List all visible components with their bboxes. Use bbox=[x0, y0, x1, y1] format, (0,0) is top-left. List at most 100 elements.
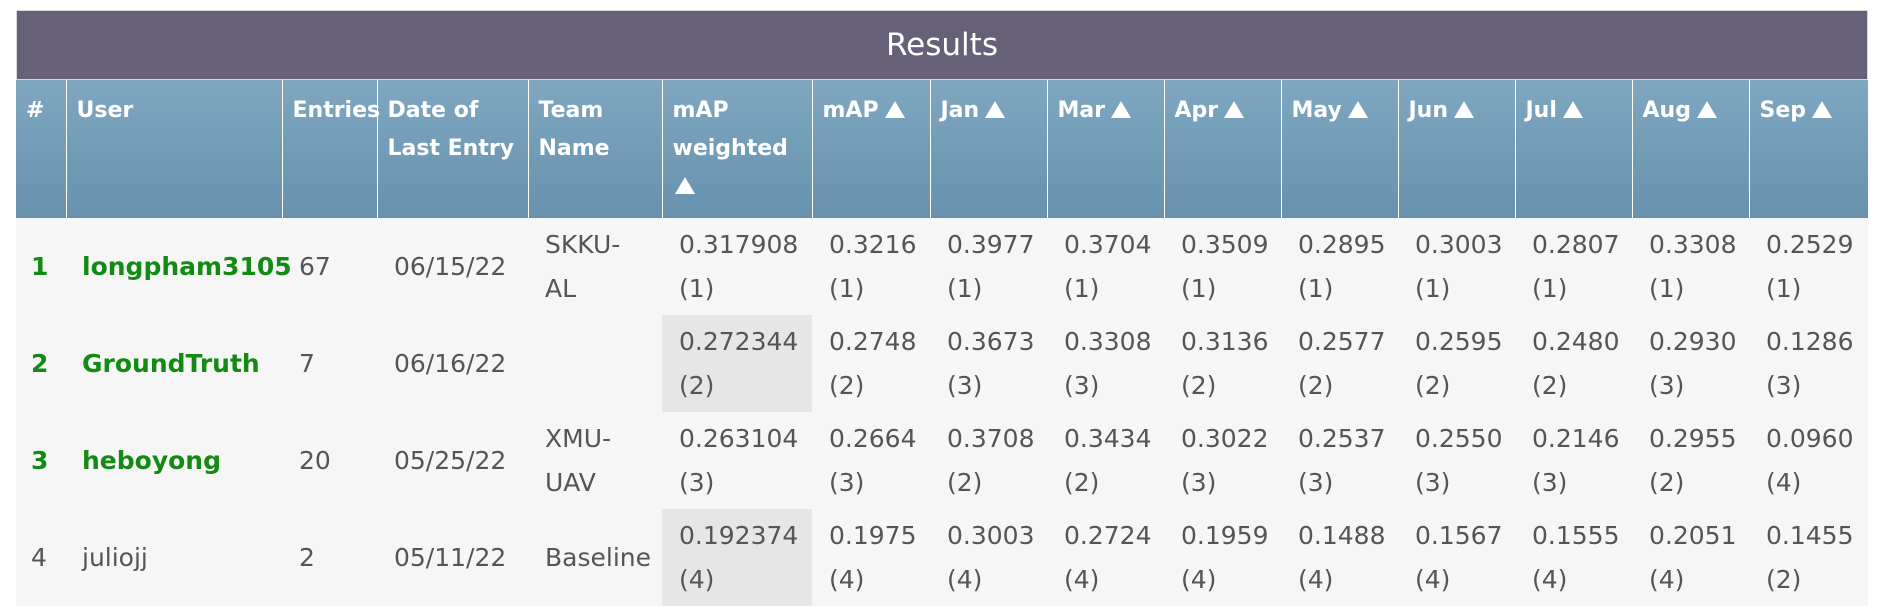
col-may[interactable]: May bbox=[1280, 80, 1398, 218]
col-jun[interactable]: Jun bbox=[1397, 80, 1515, 218]
score-value: 0.2595 bbox=[1415, 326, 1503, 356]
score-cell: 0.2955 (2) bbox=[1632, 412, 1749, 509]
score-cell: 0.1975 (4) bbox=[812, 509, 930, 606]
score-cell: 0.3673 (3) bbox=[930, 315, 1047, 412]
col-jul[interactable]: Jul bbox=[1514, 80, 1632, 218]
table-row: 2 GroundTruth 7 06/16/22 0.272344 (2) 0.2… bbox=[16, 315, 1868, 412]
score-value: 0.3708 bbox=[947, 423, 1035, 453]
score-value: 0.1975 bbox=[829, 520, 917, 550]
user-name: juliojj bbox=[66, 509, 282, 606]
sort-asc-icon[interactable] bbox=[1562, 101, 1583, 118]
score-rank: (3) bbox=[1181, 467, 1217, 497]
score-cell: 0.272344 (2) bbox=[662, 315, 812, 412]
table-row: 3 heboyong 20 05/25/22 XMU-UAV 0.263104 (… bbox=[16, 412, 1868, 509]
score-rank: (2) bbox=[829, 370, 865, 400]
score-cell: 0.3308 (3) bbox=[1047, 315, 1164, 412]
score-rank: (4) bbox=[1649, 564, 1685, 594]
score-value: 0.3136 bbox=[1181, 326, 1269, 356]
score-rank: (3) bbox=[1649, 370, 1685, 400]
score-cell: 0.1959 (4) bbox=[1164, 509, 1281, 606]
rank-cell: 1 bbox=[16, 218, 66, 315]
score-value: 0.2955 bbox=[1649, 423, 1737, 453]
col-aug[interactable]: Aug bbox=[1631, 80, 1749, 218]
score-value: 0.263104 bbox=[679, 423, 799, 453]
score-rank: (4) bbox=[1298, 564, 1334, 594]
score-cell: 0.2577 (2) bbox=[1281, 315, 1398, 412]
score-rank: (2) bbox=[1298, 370, 1334, 400]
score-cell: 0.2748 (2) bbox=[812, 315, 930, 412]
results-table: # User Entries Date of Last Entry Team N… bbox=[16, 80, 1868, 606]
score-cell: 0.2807 (1) bbox=[1515, 218, 1632, 315]
col-jan[interactable]: Jan bbox=[929, 80, 1047, 218]
entries-cell: 7 bbox=[282, 315, 377, 412]
rank-cell: 4 bbox=[16, 509, 66, 606]
score-cell: 0.3003 (1) bbox=[1398, 218, 1515, 315]
score-cell: 0.0960 (4) bbox=[1749, 412, 1868, 509]
score-value: 0.0960 bbox=[1766, 423, 1854, 453]
score-cell: 0.3216 (1) bbox=[812, 218, 930, 315]
sort-asc-icon[interactable] bbox=[1696, 101, 1717, 118]
score-cell: 0.1286 (3) bbox=[1749, 315, 1868, 412]
table-row: 4 juliojj 2 05/11/22 Baseline 0.192374 (4… bbox=[16, 509, 1868, 606]
score-cell: 0.263104 (3) bbox=[662, 412, 812, 509]
date-cell: 06/16/22 bbox=[377, 315, 528, 412]
score-cell: 0.3136 (2) bbox=[1164, 315, 1281, 412]
score-cell: 0.2529 (1) bbox=[1749, 218, 1868, 315]
score-value: 0.3216 bbox=[829, 229, 917, 259]
score-cell: 0.3308 (1) bbox=[1632, 218, 1749, 315]
results-title: Results bbox=[16, 10, 1868, 80]
score-cell: 0.2930 (3) bbox=[1632, 315, 1749, 412]
col-apr[interactable]: Apr bbox=[1163, 80, 1281, 218]
sort-asc-icon[interactable] bbox=[985, 101, 1006, 118]
score-value: 0.1567 bbox=[1415, 520, 1503, 550]
col-date: Date of Last Entry bbox=[376, 80, 528, 218]
team-cell: SKKU-AL bbox=[528, 218, 662, 315]
score-value: 0.2146 bbox=[1532, 423, 1620, 453]
col-map-weighted[interactable]: mAP weighted bbox=[661, 80, 812, 218]
score-value: 0.2930 bbox=[1649, 326, 1737, 356]
col-sep[interactable]: Sep bbox=[1748, 80, 1868, 218]
score-rank: (3) bbox=[1766, 370, 1802, 400]
col-user: User bbox=[65, 80, 282, 218]
col-map[interactable]: mAP bbox=[811, 80, 930, 218]
sort-asc-icon[interactable] bbox=[884, 101, 905, 118]
user-link[interactable]: GroundTruth bbox=[66, 315, 282, 412]
score-rank: (2) bbox=[1064, 467, 1100, 497]
sort-asc-icon[interactable] bbox=[674, 177, 695, 194]
score-rank: (3) bbox=[829, 467, 865, 497]
score-value: 0.192374 bbox=[679, 520, 799, 550]
score-value: 0.1555 bbox=[1532, 520, 1620, 550]
sort-asc-icon[interactable] bbox=[1347, 101, 1368, 118]
score-value: 0.2664 bbox=[829, 423, 917, 453]
score-value: 0.272344 bbox=[679, 326, 799, 356]
col-may-label: May bbox=[1291, 98, 1342, 123]
score-value: 0.2895 bbox=[1298, 229, 1386, 259]
score-rank: (1) bbox=[1415, 273, 1451, 303]
score-value: 0.3509 bbox=[1181, 229, 1269, 259]
col-mar[interactable]: Mar bbox=[1046, 80, 1164, 218]
score-rank: (1) bbox=[829, 273, 865, 303]
score-rank: (3) bbox=[1064, 370, 1100, 400]
team-cell bbox=[528, 315, 662, 412]
sort-asc-icon[interactable] bbox=[1224, 101, 1245, 118]
score-value: 0.1455 bbox=[1766, 520, 1854, 550]
score-rank: (2) bbox=[1766, 564, 1802, 594]
score-rank: (1) bbox=[1181, 273, 1217, 303]
score-rank: (4) bbox=[1064, 564, 1100, 594]
score-value: 0.2724 bbox=[1064, 520, 1152, 550]
score-rank: (2) bbox=[1181, 370, 1217, 400]
sort-asc-icon[interactable] bbox=[1454, 101, 1475, 118]
sort-asc-icon[interactable] bbox=[1111, 101, 1132, 118]
user-link[interactable]: heboyong bbox=[66, 412, 282, 509]
date-cell: 05/25/22 bbox=[377, 412, 528, 509]
score-rank: (2) bbox=[1649, 467, 1685, 497]
score-cell: 0.317908 (1) bbox=[662, 218, 812, 315]
user-link[interactable]: longpham3105 bbox=[66, 218, 292, 315]
score-rank: (1) bbox=[1298, 273, 1334, 303]
score-rank: (1) bbox=[1649, 273, 1685, 303]
date-cell: 05/11/22 bbox=[377, 509, 528, 606]
col-jun-label: Jun bbox=[1408, 98, 1449, 123]
score-value: 0.2537 bbox=[1298, 423, 1386, 453]
table-row: 1 longpham3105 67 06/15/22 SKKU-AL 0.317… bbox=[16, 218, 1868, 315]
sort-asc-icon[interactable] bbox=[1812, 101, 1833, 118]
